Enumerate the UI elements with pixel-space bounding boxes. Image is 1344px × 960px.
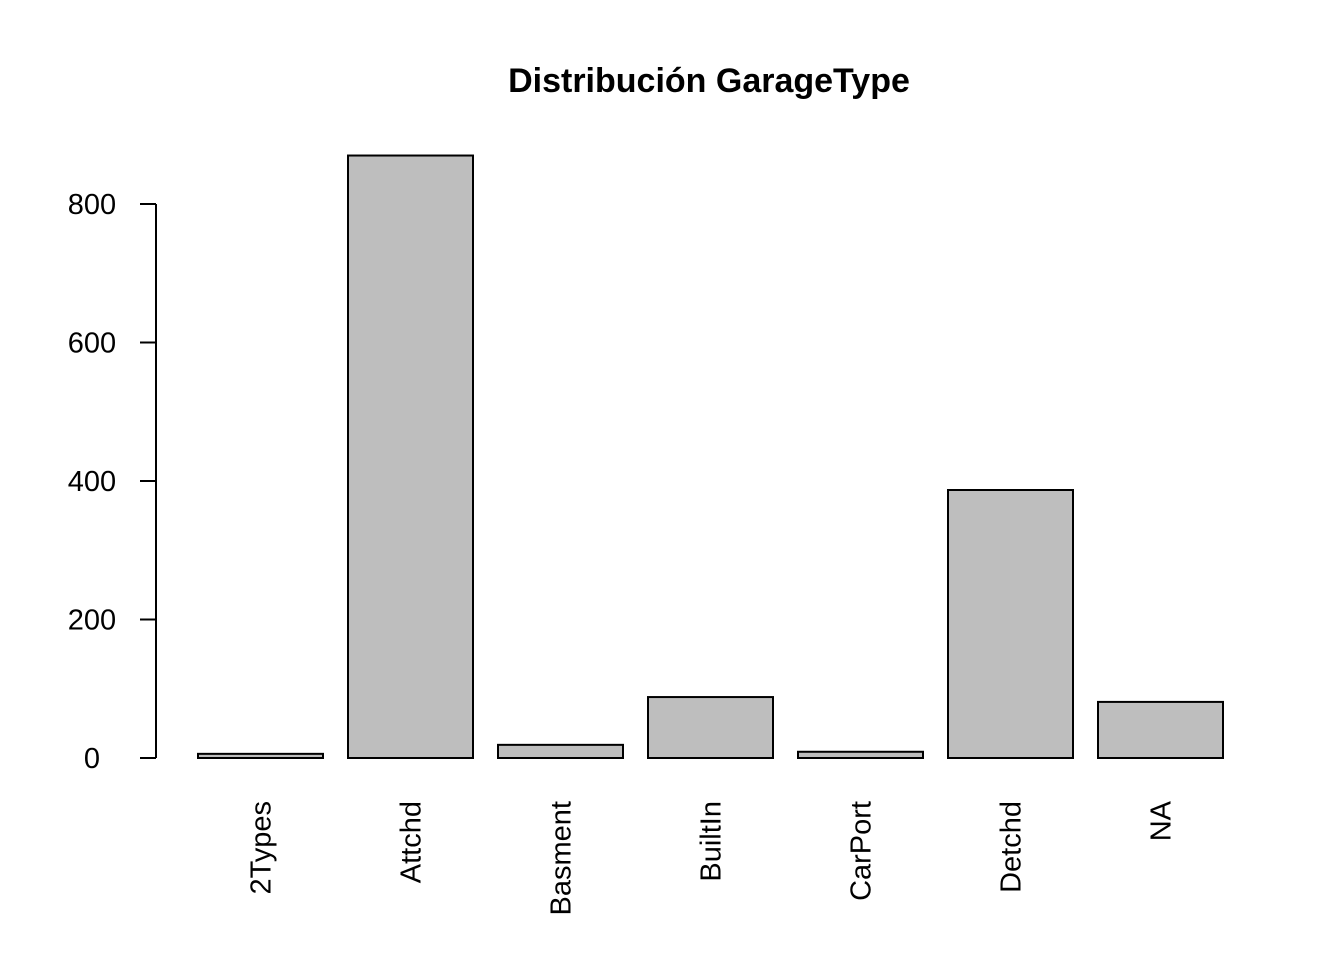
x-category-label: Basment: [546, 801, 578, 915]
x-category-label: NA: [1146, 800, 1178, 841]
x-category-label: Detchd: [996, 801, 1028, 893]
bar-detchd: [947, 489, 1074, 759]
x-axis-labels: 2Types Attchd Basment BuiltIn CarPort Detchd N…: [246, 800, 1178, 915]
bars: [197, 154, 1224, 760]
y-tick-label: 600: [68, 328, 116, 360]
chart-title: Distribución GarageType: [508, 62, 910, 100]
bar-builtin: [647, 696, 774, 759]
y-tick-label: 400: [68, 466, 116, 498]
bar-2types: [197, 752, 324, 759]
y-tick-label: 200: [68, 605, 116, 637]
x-category-label: 2Types: [246, 801, 278, 895]
y-tick-label: 0: [84, 743, 100, 775]
x-category-label: BuiltIn: [696, 801, 728, 882]
bar-na: [1097, 700, 1224, 759]
y-tick-label: 800: [68, 189, 116, 221]
bar-attchd: [347, 154, 474, 759]
bar-carport: [797, 750, 924, 760]
x-category-label: CarPort: [846, 801, 878, 901]
bar-basment: [497, 743, 624, 760]
y-axis: 0 200 400 600 800: [68, 189, 157, 775]
x-category-label: Attchd: [396, 801, 428, 883]
